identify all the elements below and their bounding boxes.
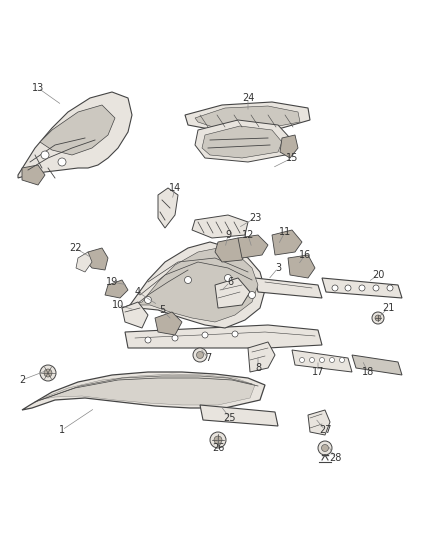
Text: 1: 1 bbox=[59, 425, 65, 435]
Circle shape bbox=[300, 358, 304, 362]
Text: 17: 17 bbox=[312, 367, 324, 377]
Text: 16: 16 bbox=[299, 250, 311, 260]
Polygon shape bbox=[322, 278, 402, 298]
Circle shape bbox=[40, 365, 56, 381]
Polygon shape bbox=[248, 342, 275, 372]
Polygon shape bbox=[18, 92, 132, 178]
Polygon shape bbox=[158, 188, 178, 228]
Polygon shape bbox=[85, 248, 108, 270]
Text: 19: 19 bbox=[106, 277, 118, 287]
Text: 20: 20 bbox=[372, 270, 384, 280]
Text: 28: 28 bbox=[329, 453, 341, 463]
Text: 7: 7 bbox=[205, 353, 211, 363]
Polygon shape bbox=[40, 105, 115, 155]
Text: 10: 10 bbox=[112, 300, 124, 310]
Polygon shape bbox=[200, 405, 278, 426]
Polygon shape bbox=[76, 252, 92, 272]
Circle shape bbox=[359, 285, 365, 291]
Circle shape bbox=[41, 151, 49, 159]
Circle shape bbox=[321, 445, 328, 451]
Text: 14: 14 bbox=[169, 183, 181, 193]
Text: 25: 25 bbox=[224, 413, 236, 423]
Circle shape bbox=[184, 277, 191, 284]
Polygon shape bbox=[155, 312, 182, 335]
Text: 9: 9 bbox=[225, 230, 231, 240]
Circle shape bbox=[197, 351, 204, 359]
Polygon shape bbox=[215, 278, 250, 308]
Text: 22: 22 bbox=[69, 243, 81, 253]
Circle shape bbox=[145, 296, 152, 303]
Polygon shape bbox=[288, 255, 315, 278]
Polygon shape bbox=[195, 120, 290, 162]
Polygon shape bbox=[135, 248, 258, 322]
Circle shape bbox=[373, 285, 379, 291]
Text: 13: 13 bbox=[32, 83, 44, 93]
Polygon shape bbox=[22, 372, 265, 410]
Circle shape bbox=[310, 358, 314, 362]
Polygon shape bbox=[122, 242, 265, 328]
Text: 15: 15 bbox=[286, 153, 298, 163]
Text: 18: 18 bbox=[362, 367, 374, 377]
Circle shape bbox=[329, 358, 335, 362]
Polygon shape bbox=[215, 238, 248, 262]
Circle shape bbox=[319, 358, 325, 362]
Polygon shape bbox=[308, 410, 330, 435]
Polygon shape bbox=[125, 325, 322, 348]
Polygon shape bbox=[185, 102, 310, 132]
Polygon shape bbox=[122, 302, 148, 328]
Circle shape bbox=[193, 348, 207, 362]
Text: 27: 27 bbox=[319, 425, 331, 435]
Circle shape bbox=[214, 436, 222, 444]
Circle shape bbox=[248, 292, 255, 298]
Text: 26: 26 bbox=[212, 443, 224, 453]
Circle shape bbox=[44, 369, 52, 377]
Polygon shape bbox=[105, 280, 128, 298]
Text: 21: 21 bbox=[382, 303, 394, 313]
Circle shape bbox=[332, 285, 338, 291]
Text: 11: 11 bbox=[279, 227, 291, 237]
Polygon shape bbox=[195, 106, 300, 130]
Circle shape bbox=[145, 337, 151, 343]
Polygon shape bbox=[292, 350, 352, 372]
Polygon shape bbox=[255, 278, 322, 298]
Circle shape bbox=[58, 158, 66, 166]
Circle shape bbox=[210, 432, 226, 448]
Text: 8: 8 bbox=[255, 363, 261, 373]
Polygon shape bbox=[238, 235, 268, 258]
Circle shape bbox=[339, 358, 345, 362]
Circle shape bbox=[318, 441, 332, 455]
Circle shape bbox=[345, 285, 351, 291]
Polygon shape bbox=[272, 230, 302, 255]
Text: 5: 5 bbox=[159, 305, 165, 315]
Text: 12: 12 bbox=[242, 230, 254, 240]
Circle shape bbox=[232, 331, 238, 337]
Circle shape bbox=[387, 285, 393, 291]
Polygon shape bbox=[38, 374, 255, 405]
Text: 6: 6 bbox=[227, 277, 233, 287]
Circle shape bbox=[375, 315, 381, 321]
Polygon shape bbox=[202, 126, 282, 158]
Polygon shape bbox=[22, 165, 45, 185]
Text: 24: 24 bbox=[242, 93, 254, 103]
Polygon shape bbox=[352, 355, 402, 375]
Polygon shape bbox=[280, 135, 298, 158]
Text: 23: 23 bbox=[249, 213, 261, 223]
Polygon shape bbox=[192, 215, 248, 238]
Text: 4: 4 bbox=[135, 287, 141, 297]
Circle shape bbox=[172, 335, 178, 341]
Circle shape bbox=[225, 274, 232, 281]
Circle shape bbox=[202, 332, 208, 338]
Text: 3: 3 bbox=[275, 263, 281, 273]
Text: 2: 2 bbox=[19, 375, 25, 385]
Circle shape bbox=[372, 312, 384, 324]
